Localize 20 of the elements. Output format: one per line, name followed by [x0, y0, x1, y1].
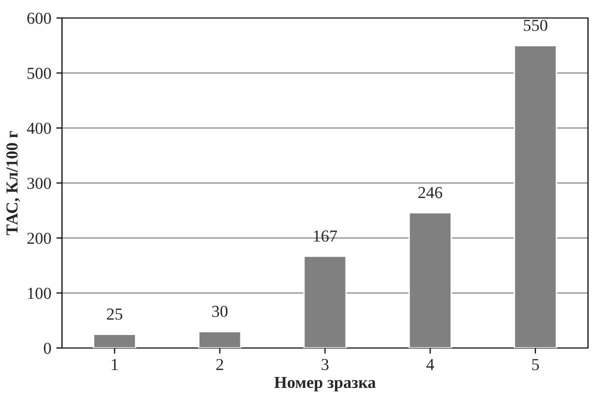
x-tick-label: 5	[532, 359, 539, 370]
data-label: 246	[418, 187, 442, 198]
y-tick-label: 100	[28, 288, 51, 299]
x-tick-label: 3	[322, 358, 329, 370]
x-tick-label: 2	[216, 358, 224, 370]
y-tick-label: 600	[27, 12, 51, 24]
y-tick-label: 0	[44, 342, 51, 354]
data-label: 30	[212, 306, 228, 318]
y-tick-label: 200	[27, 232, 51, 244]
y-tick-label: 400	[26, 122, 51, 134]
x-axis-title: Номер зразка	[274, 376, 376, 392]
data-label: 25	[107, 308, 122, 320]
x-tick-label: 1	[112, 358, 118, 370]
y-tick-label: 300	[27, 178, 51, 189]
x-tick-label: 4	[426, 359, 434, 370]
y-axis-title: ТАС, Кл/100 г	[6, 131, 20, 236]
data-label: 550	[524, 20, 548, 32]
bar	[92, 334, 136, 348]
bar	[198, 330, 242, 348]
y-tick-label: 500	[28, 68, 51, 79]
